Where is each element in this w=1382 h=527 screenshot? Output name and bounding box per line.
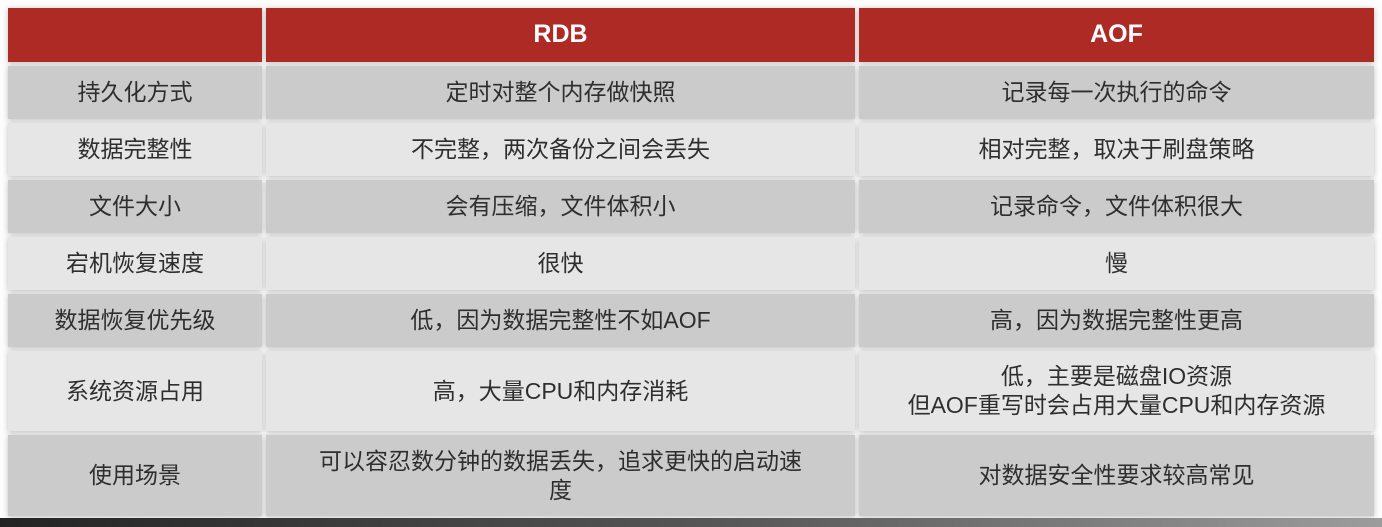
rdb-cell-persistence-method: 定时对整个内存做快照 — [266, 66, 855, 119]
aof-cell-use-case: 对数据安全性要求较高常见 — [859, 435, 1374, 516]
aof-cell-system-resource-usage: 低，主要是磁盘IO资源 但AOF重写时会占用大量CPU和内存资源 — [859, 351, 1374, 431]
row-label-data-integrity: 数据完整性 — [8, 123, 262, 176]
rdb-cell-crash-recovery-speed: 很快 — [266, 237, 855, 290]
row-label-file-size: 文件大小 — [8, 180, 262, 233]
header-cell-empty — [8, 8, 262, 62]
rdb-aof-comparison-table: RDB AOF 持久化方式 定时对整个内存做快照 记录每一次执行的命令 数据完整… — [8, 8, 1374, 516]
aof-cell-persistence-method: 记录每一次执行的命令 — [859, 66, 1374, 119]
aof-cell-crash-recovery-speed: 慢 — [859, 237, 1374, 290]
header-cell-rdb: RDB — [266, 8, 855, 62]
rdb-cell-recovery-priority: 低，因为数据完整性不如AOF — [266, 294, 855, 347]
aof-cell-file-size: 记录命令，文件体积很大 — [859, 180, 1374, 233]
row-label-recovery-priority: 数据恢复优先级 — [8, 294, 262, 347]
bottom-shadow-bar — [0, 518, 1382, 527]
row-label-persistence-method: 持久化方式 — [8, 66, 262, 119]
row-label-crash-recovery-speed: 宕机恢复速度 — [8, 237, 262, 290]
aof-cell-data-integrity: 相对完整，取决于刷盘策略 — [859, 123, 1374, 176]
aof-cell-recovery-priority: 高，因为数据完整性更高 — [859, 294, 1374, 347]
rdb-cell-use-case: 可以容忍数分钟的数据丢失，追求更快的启动速 度 — [266, 435, 855, 516]
rdb-cell-file-size: 会有压缩，文件体积小 — [266, 180, 855, 233]
header-cell-aof: AOF — [859, 8, 1374, 62]
rdb-cell-system-resource-usage: 高，大量CPU和内存消耗 — [266, 351, 855, 431]
row-label-system-resource-usage: 系统资源占用 — [8, 351, 262, 431]
row-label-use-case: 使用场景 — [8, 435, 262, 516]
rdb-cell-data-integrity: 不完整，两次备份之间会丢失 — [266, 123, 855, 176]
